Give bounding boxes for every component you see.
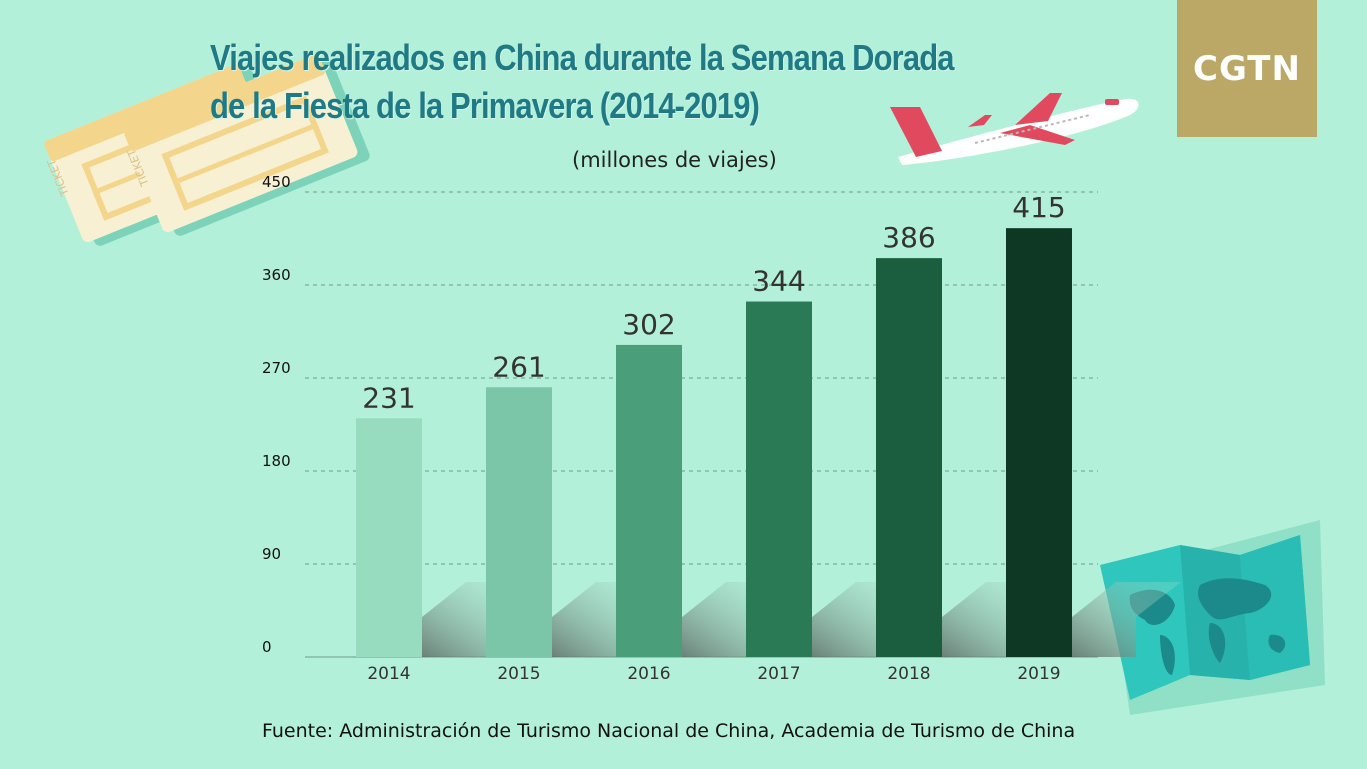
bar-2018 xyxy=(876,258,942,657)
data-label-2017: 344 xyxy=(752,265,805,298)
x-tick-label-2019: 2019 xyxy=(1017,664,1060,684)
y-tick-label: 90 xyxy=(262,545,281,563)
bar-2017 xyxy=(746,301,812,657)
y-tick-label: 270 xyxy=(262,359,291,377)
y-tick-label: 360 xyxy=(262,266,291,284)
title-line-1: Viajes realizados en China durante la Se… xyxy=(210,37,954,78)
bar-2014 xyxy=(356,418,422,657)
data-label-2018: 386 xyxy=(882,221,935,254)
bar-2016 xyxy=(616,344,682,657)
data-label-2015: 261 xyxy=(492,350,545,383)
label-layer: 0 90 180 270 360 450 231 2014 261 2015 302 2016 344 2… xyxy=(262,173,1066,684)
title-line-2: de la Fiesta de la Primavera (2014-2019) xyxy=(210,85,760,126)
bar-2019 xyxy=(1006,228,1072,657)
world-map-illustration xyxy=(1100,520,1325,715)
x-tick-label-2015: 2015 xyxy=(497,664,540,684)
y-tick-label: 180 xyxy=(262,452,291,470)
source-note: Fuente: Administración de Turismo Nacion… xyxy=(262,720,1076,742)
x-tick-label-2016: 2016 xyxy=(627,664,670,684)
tickets-illustration: TICKET TICKET xyxy=(44,54,370,246)
y-tick-label: 0 xyxy=(262,638,272,656)
logo-text: CGTN xyxy=(1193,48,1301,89)
bar-shadow xyxy=(1072,582,1181,657)
unit-label: (millones de viajes) xyxy=(572,148,777,172)
x-tick-label-2014: 2014 xyxy=(367,664,410,684)
data-label-2019: 415 xyxy=(1012,191,1065,224)
data-label-2016: 302 xyxy=(622,308,675,341)
bar-layer xyxy=(356,228,1072,657)
x-tick-label-2017: 2017 xyxy=(757,664,800,684)
data-label-2014: 231 xyxy=(362,381,415,414)
cgtn-logo: CGTN xyxy=(1177,0,1317,137)
chart-title: Viajes realizados en China durante la Se… xyxy=(210,34,954,130)
airplane-illustration xyxy=(890,93,1139,165)
bar-2015 xyxy=(486,387,552,657)
x-tick-label-2018: 2018 xyxy=(887,664,930,684)
y-tick-label: 450 xyxy=(262,173,291,191)
grid-layer xyxy=(305,191,1098,658)
